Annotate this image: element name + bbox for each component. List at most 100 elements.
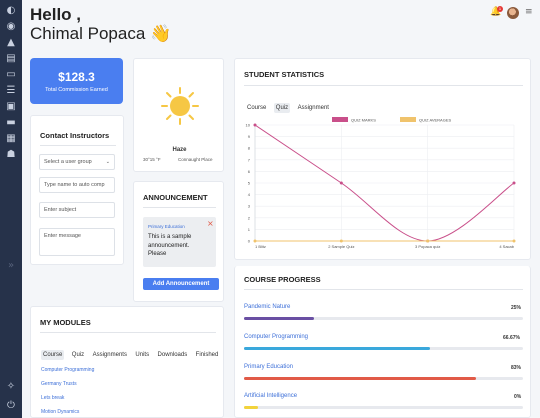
progress-bar (244, 377, 523, 380)
weather-condition: Haze (172, 147, 187, 153)
progress-fill (244, 377, 476, 380)
avatar[interactable] (507, 7, 519, 19)
divider (244, 85, 523, 86)
x-tick-label: 1 Blitz (255, 244, 266, 249)
bulb-icon[interactable]: ✧ (6, 381, 16, 392)
y-tick-label: 10 (246, 123, 251, 128)
module-link[interactable]: Computer Programming (41, 367, 95, 373)
collapse-icon[interactable]: » (7, 260, 15, 271)
message-textarea[interactable]: Enter message (39, 228, 115, 256)
statistics-title: STUDENT STATISTICS (244, 70, 325, 79)
progress-percent: 0% (514, 394, 522, 400)
data-point (426, 239, 430, 243)
bell-icon[interactable]: 🔔 (490, 7, 502, 17)
modules-tabs: Course Quiz Assignments Units Downloads … (41, 343, 221, 361)
y-tick-label: 3 (248, 204, 251, 209)
modules-card: MY MODULES Course Quiz Assignments Units… (30, 306, 224, 418)
list-icon[interactable]: ☰ (6, 85, 16, 96)
progress-percent: 25% (511, 305, 522, 311)
subject-input[interactable]: Enter subject (39, 202, 115, 218)
x-tick-label: 4 Sacab (499, 244, 514, 249)
statistics-card: STUDENT STATISTICS Course Quiz Assignmen… (234, 58, 531, 260)
announcement-card: ANNOUNCEMENT Primary Education This is a… (133, 181, 224, 302)
chevron-down-icon: ⌄ (105, 159, 110, 165)
data-point (512, 239, 516, 243)
tab-units[interactable]: Units (135, 352, 150, 358)
weather-card: Haze 30°15 °F Connaught Place (133, 58, 224, 172)
group-icon[interactable]: ☗ (6, 149, 16, 160)
divider (40, 332, 216, 333)
weather-temperature: 30°15 °F (143, 157, 161, 162)
book-icon[interactable]: ▤ (6, 53, 16, 64)
inbox-icon[interactable]: ▣ (6, 101, 16, 112)
tab-quiz[interactable]: Quiz (71, 352, 85, 358)
x-tick-label: 2 Sample Quiz (328, 244, 354, 249)
notification-badge: 1 (497, 6, 503, 12)
progress-fill (244, 317, 314, 320)
contact-card: Contact Instructors Select a user group ⌄… (30, 115, 124, 265)
divider (244, 289, 523, 290)
announcement-title: ANNOUNCEMENT (143, 193, 208, 202)
progress-course-name[interactable]: Primary Education (244, 364, 294, 370)
tab-finished[interactable]: Finished (195, 352, 219, 358)
tab-assignments[interactable]: Assignments (92, 352, 127, 358)
greeting-hello: Hello , (30, 5, 82, 24)
commission-card: $128.3 Total Commission Earned (30, 58, 123, 104)
dashboard-icon[interactable]: ◐ (6, 5, 16, 16)
announcement-item: Primary Education This is a sample annou… (143, 217, 216, 267)
x-tick-label: 3 Popaca quiz (415, 244, 440, 249)
user-group-select[interactable]: Select a user group ⌄ (39, 154, 115, 170)
announcement-text: This is a sample announcement. Please (148, 234, 192, 257)
series-line (254, 124, 515, 242)
commission-amount: $128.3 (58, 70, 95, 84)
modules-title: MY MODULES (40, 318, 91, 327)
tab-course[interactable]: Course (247, 105, 267, 111)
menu-icon[interactable]: ≡ (525, 7, 533, 17)
sun-icon (161, 87, 199, 125)
progress-bar (244, 347, 523, 350)
sidebar: ◐ ◉ ▲ ▤ ▭ ☰ ▣ ▬ ▦ ☗ » ✧ ⏻ (0, 0, 22, 418)
power-icon[interactable]: ⏻ (7, 400, 15, 411)
name-search-input[interactable]: Type name to auto comp (39, 177, 115, 193)
y-tick-label: 8 (248, 146, 251, 151)
module-link[interactable]: Germany Trusts (41, 381, 77, 387)
y-tick-label: 5 (248, 181, 251, 186)
progress-bar (244, 317, 523, 320)
progress-course-name[interactable]: Artificial Intelligence (244, 393, 298, 399)
data-point (512, 181, 516, 185)
profile-icon[interactable]: ◉ (6, 21, 16, 32)
module-link[interactable]: Lets break (41, 395, 65, 401)
progress-fill (244, 347, 430, 350)
data-point (339, 239, 343, 243)
legend-label: QUIZ MARKS (351, 118, 376, 123)
y-tick-label: 1 (248, 227, 251, 232)
chat-icon[interactable]: ▭ (6, 69, 16, 80)
y-tick-label: 4 (248, 192, 251, 197)
tab-quiz[interactable]: Quiz (273, 103, 291, 113)
y-tick-label: 2 (248, 215, 251, 220)
legend-swatch (332, 117, 348, 122)
add-announcement-button[interactable]: Add Announcement (143, 278, 219, 290)
progress-course-name[interactable]: Pandemic Nature (244, 304, 291, 310)
tab-assignment[interactable]: Assignment (297, 105, 329, 111)
graduation-icon[interactable]: ▲ (7, 37, 15, 48)
tab-downloads[interactable]: Downloads (157, 352, 188, 358)
notes-icon[interactable]: ▦ (6, 133, 16, 144)
card-icon[interactable]: ▬ (6, 117, 16, 128)
divider (40, 145, 116, 146)
close-icon[interactable]: × (207, 219, 214, 228)
module-link[interactable]: Motion Dynamics (41, 409, 80, 415)
y-tick-label: 0 (248, 239, 251, 244)
wave-icon: 👋 (150, 24, 172, 44)
statistics-tabs: Course Quiz Assignment (246, 96, 332, 114)
data-point (253, 123, 257, 127)
tab-course[interactable]: Course (41, 350, 65, 360)
progress-course-name[interactable]: Computer Programming (244, 334, 309, 340)
divider (143, 207, 216, 208)
data-point (339, 181, 343, 185)
y-tick-label: 7 (248, 157, 251, 162)
y-tick-label: 9 (248, 134, 251, 139)
legend-label: QUIZ AVERAGES (419, 118, 451, 123)
progress-bar (244, 406, 523, 409)
weather-location: Connaught Place (178, 157, 213, 162)
